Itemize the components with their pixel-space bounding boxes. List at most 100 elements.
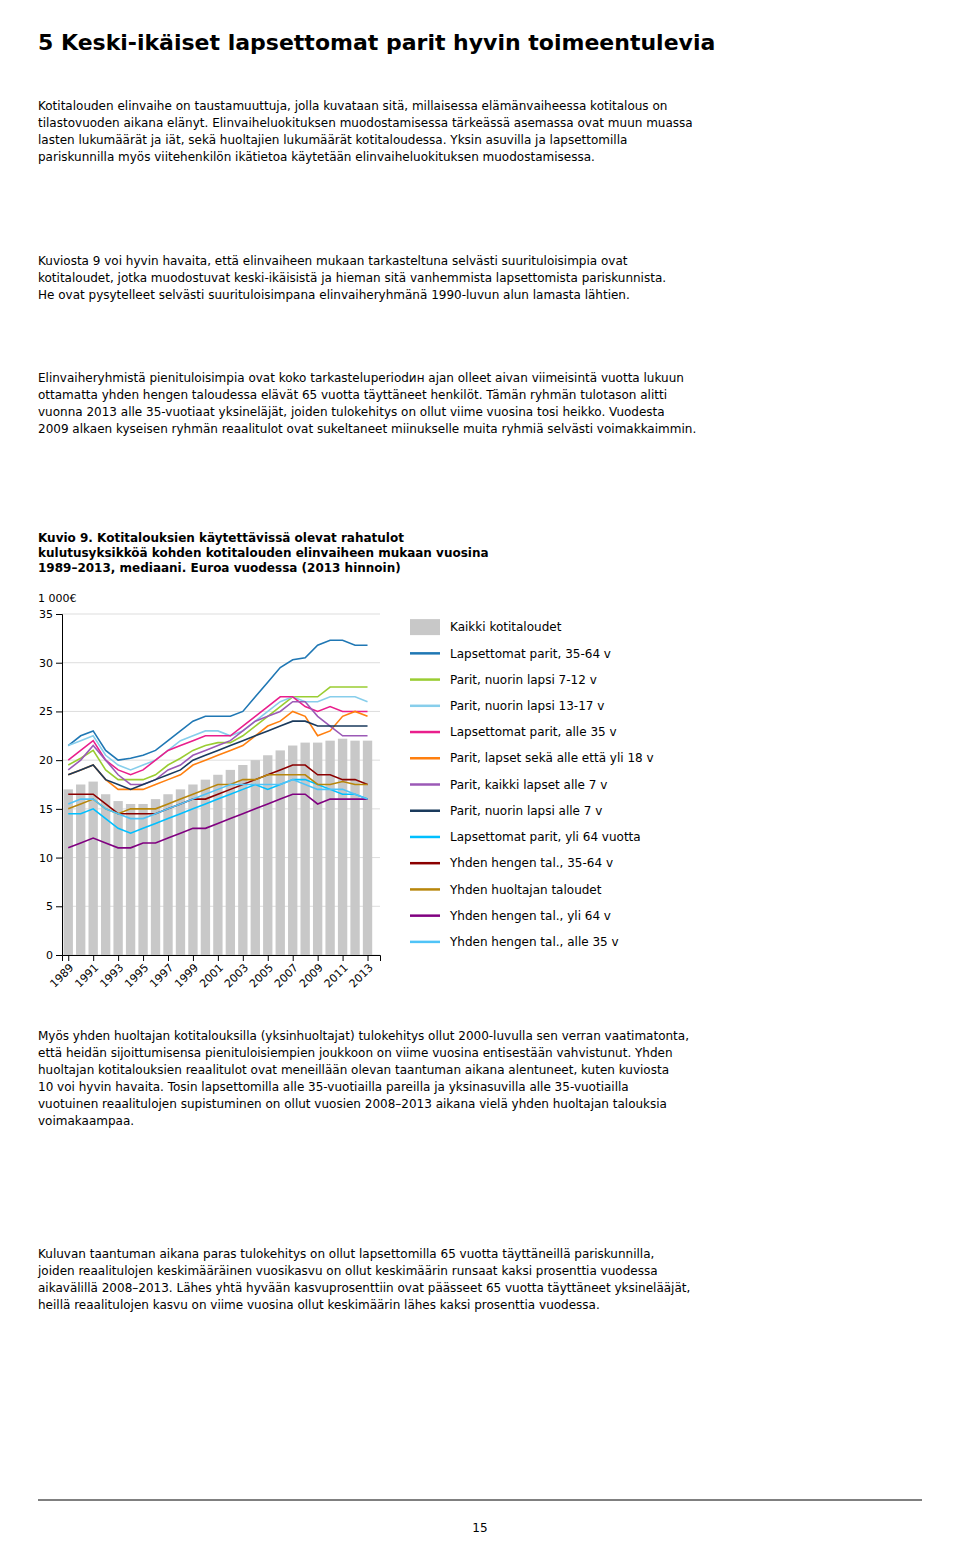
y-axis-title: 1 000€ [38, 592, 77, 605]
legend-swatch [410, 941, 440, 944]
bar [113, 801, 122, 955]
plot-area [64, 640, 373, 955]
paragraph-line: lasten lukumäärät ja iät, sekä huoltajie… [38, 133, 627, 147]
legend-label: Parit, kaikki lapset alle 7 v [450, 778, 607, 792]
tick-mark [268, 955, 269, 961]
paragraph-line: Myös yhden huoltajan kotitalouksilla (yk… [38, 1029, 689, 1043]
legend-label: Parit, nuorin lapsi alle 7 v [450, 804, 602, 818]
tick-label: 0 [46, 949, 53, 962]
tick: 2011 [322, 955, 351, 990]
legend-label: Lapsettomat parit, yli 64 vuotta [450, 830, 641, 844]
tick-label: 2011 [322, 961, 351, 990]
legend-label: Yhden huoltajan taloudet [449, 883, 602, 897]
line [68, 711, 367, 789]
tick: 30 [39, 657, 62, 670]
line [68, 780, 367, 834]
bar [325, 741, 334, 955]
tick-mark [56, 858, 62, 859]
bar [238, 765, 247, 955]
legend-swatch [410, 731, 440, 734]
line [68, 702, 367, 785]
tick: 1993 [97, 955, 126, 990]
tick: 35 [39, 608, 62, 621]
tick-label: 2009 [297, 961, 326, 990]
axis-line [63, 956, 381, 962]
paragraph-line: tilastovuoden aikana elänyt. Elinvaihelu… [38, 116, 693, 130]
paragraph-line: Elinvaiheryhmistä pienituloisimpia ovat … [38, 371, 684, 385]
legend-label: Kaikki kotitaloudet [450, 620, 562, 634]
bar [338, 739, 347, 955]
line [68, 721, 367, 789]
paragraph-line: huoltajan kotitalouksien reaalitulot ova… [38, 1063, 669, 1077]
tick: 20 [39, 754, 62, 767]
tick: 25 [39, 705, 62, 718]
tick-mark [56, 809, 62, 810]
bar [76, 785, 85, 956]
tick-mark [68, 955, 69, 961]
page-number: 15 [472, 1521, 487, 1535]
paragraph-line: 10 voi hyvin havaita. Tosin lapsettomill… [38, 1080, 629, 1094]
tick-mark [118, 955, 119, 961]
tick-label: 1997 [147, 961, 176, 990]
paragraph-line: joiden reaalitulojen keskimääräinen vuos… [37, 1264, 658, 1278]
tick: 2009 [297, 955, 326, 990]
tick: 2007 [272, 955, 301, 990]
tick-label: 25 [39, 705, 53, 718]
tick-label: 2001 [197, 961, 226, 990]
legend-label: Lapsettomat parit, 35-64 v [450, 647, 611, 661]
bar [213, 775, 222, 955]
tick: 0 [46, 949, 62, 962]
tick-mark [56, 711, 62, 712]
legend-swatch [410, 652, 440, 655]
paragraph-line: He ovat pysytelleet selvästi suuritulois… [38, 288, 630, 302]
legend-swatch [410, 862, 440, 865]
tick-mark [56, 663, 62, 664]
tick-label: 2003 [222, 961, 251, 990]
legend-label: Parit, lapset sekä alle että yli 18 v [450, 751, 654, 765]
legend-label: Parit, nuorin lapsi 7-12 v [450, 673, 597, 687]
page: 5 Keski-ikäiset lapsettomat parit hyvin … [0, 0, 960, 1565]
legend-label: Yhden hengen tal., alle 35 v [449, 935, 619, 949]
bar [276, 750, 285, 955]
bar [126, 804, 135, 955]
tick: 2003 [222, 955, 251, 990]
paragraph: Kotitalouden elinvaihe on taustamuuttuja… [38, 99, 693, 164]
y-axis: 0 5 10 15 20 25 30 35 [39, 608, 63, 962]
tick-label: 1995 [122, 961, 151, 990]
tick-mark [193, 955, 194, 961]
tick-label: 15 [39, 803, 53, 816]
paragraph-line: 1989–2013, mediaani. Euroa vuodessa (201… [38, 561, 401, 575]
tick-label: 35 [39, 608, 53, 621]
tick-mark [293, 955, 294, 961]
paragraph-line: 2009 alkaen kyseisen ryhmän reaalitulot … [38, 422, 696, 436]
bar [363, 741, 372, 955]
legend-swatch [410, 836, 440, 839]
tick-label: 5 [46, 900, 53, 913]
bar [288, 746, 297, 955]
tick-label: 1993 [97, 961, 126, 990]
tick-mark [56, 906, 62, 907]
tick-label: 30 [39, 657, 53, 670]
paragraph-line: Kotitalouden elinvaihe on taustamuuttuja… [38, 99, 667, 113]
bar [251, 760, 260, 955]
tick-label: 2007 [272, 961, 301, 990]
legend-swatch [410, 619, 440, 635]
tick: 1997 [147, 955, 176, 990]
paragraph: Elinvaiheryhmistä pienituloisimpia ovat … [38, 371, 696, 436]
legend-swatch [410, 914, 440, 917]
tick-mark [368, 955, 369, 961]
tick: 1991 [72, 955, 101, 990]
bar [350, 741, 359, 955]
paragraph-line: heillä reaalitulojen kasvu on viime vuos… [38, 1298, 600, 1312]
tick: 2013 [347, 955, 376, 990]
paragraph: Kuviosta 9 voi hyvin havaita, että elinv… [38, 254, 666, 302]
tick: 5 [46, 900, 62, 913]
paragraph-line: Kuluvan taantuman aikana paras tulokehit… [38, 1247, 654, 1261]
tick-label: 10 [39, 852, 53, 865]
tick: 10 [39, 852, 62, 865]
paragraph: Kuluvan taantuman aikana paras tulokehit… [37, 1247, 690, 1312]
tick-mark [56, 760, 62, 761]
tick-mark [56, 614, 62, 615]
paragraph-line: vuonna 2013 alle 35-vuotiaat yksinеläjät… [38, 405, 665, 419]
tick: 1995 [122, 955, 151, 990]
